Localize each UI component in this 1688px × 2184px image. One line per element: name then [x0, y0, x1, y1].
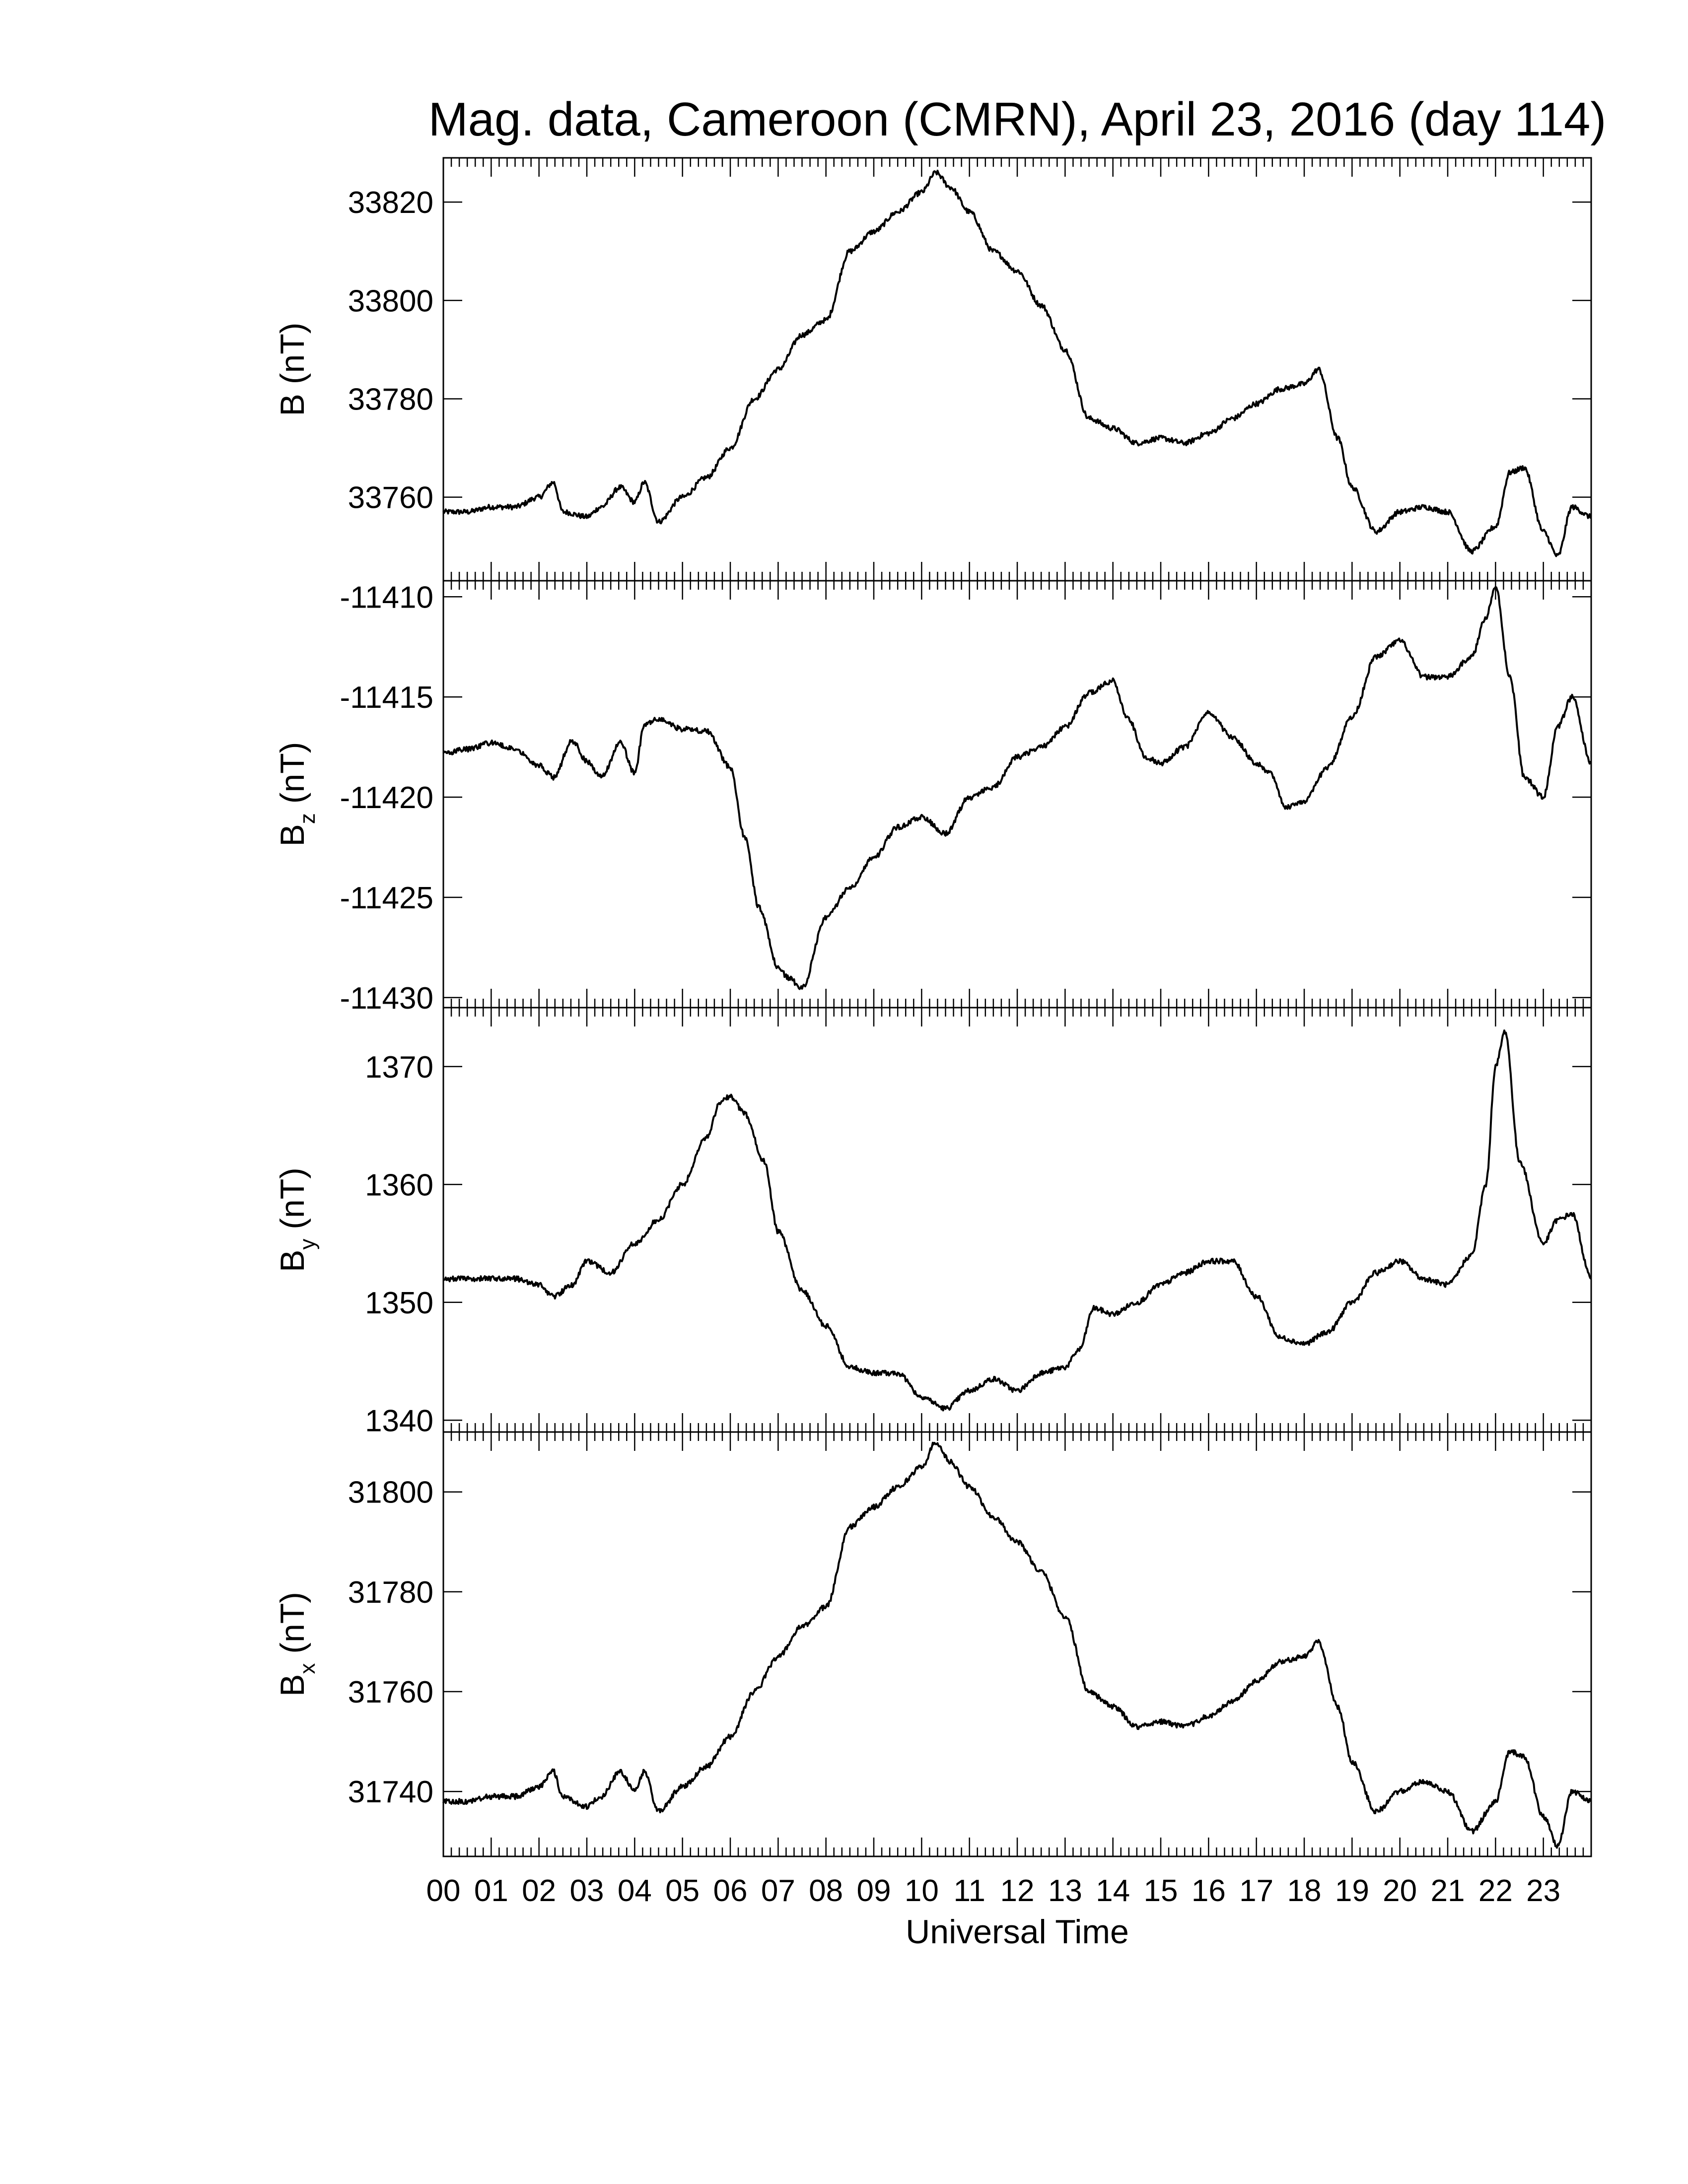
x-tick-label: 15 [1144, 1874, 1178, 1908]
y-tick-label: 33800 [348, 284, 433, 318]
x-tick-label: 11 [953, 1874, 985, 1908]
x-tick-label: 07 [761, 1874, 795, 1908]
x-axis-label: Universal Time [906, 1913, 1129, 1951]
x-tick-label: 20 [1383, 1874, 1417, 1908]
x-tick-label: 13 [1048, 1874, 1082, 1908]
panel-1: -11430 -11425 -11420 -11415 -11410 Bz (nT) [274, 580, 1592, 1016]
x-tick-label: 09 [857, 1874, 891, 1908]
x-tick-label: 08 [809, 1874, 843, 1908]
x-tick-label: 03 [570, 1874, 604, 1908]
x-tick-label: 01 [474, 1874, 508, 1908]
y-tick-label: -11420 [340, 781, 433, 815]
x-tick-label: 05 [665, 1874, 700, 1908]
series-line-2 [443, 1029, 1592, 1412]
x-tick-label: 10 [905, 1874, 939, 1908]
series-line-0 [442, 169, 1592, 557]
y-tick-label: -11425 [340, 881, 433, 915]
y-axis-label: Bz (nT) [274, 742, 320, 847]
x-tick-label: 16 [1192, 1874, 1226, 1908]
x-tick-label: 00 [426, 1874, 461, 1908]
y-tick-label: 33820 [348, 186, 433, 220]
y-axis-label: By (nT) [274, 1167, 320, 1272]
x-tick-label: 18 [1287, 1874, 1322, 1908]
y-tick-label: 31740 [348, 1775, 433, 1809]
series-line-3 [442, 1441, 1592, 1849]
y-tick-label: 1340 [365, 1404, 433, 1438]
y-tick-label: -11430 [340, 981, 433, 1016]
x-axis-tick-labels: 00 01 02 03 04 05 06 07 08 09 10 11 12 13 14 15 16 17 18 19… [426, 1874, 1561, 1908]
y-tick-label: 33780 [348, 382, 433, 416]
y-tick-label: 1360 [365, 1168, 433, 1202]
y-tick-label: 31780 [348, 1575, 433, 1610]
y-tick-label: 1370 [365, 1050, 433, 1085]
y-tick-label: -11410 [340, 580, 433, 614]
figure-title: Mag. data, Cameroon (CMRN), April 23, 20… [428, 93, 1607, 146]
panel-3: 31740 31760 31780 31800 Bx (nT) [274, 1431, 1592, 1857]
y-tick-label: 33760 [348, 481, 433, 515]
x-tick-label: 14 [1096, 1874, 1130, 1908]
x-tick-label: 21 [1431, 1874, 1465, 1908]
x-tick-label: 22 [1478, 1874, 1513, 1908]
x-tick-label: 12 [1000, 1874, 1035, 1908]
series-line-1 [442, 586, 1592, 990]
x-tick-label: 04 [618, 1874, 652, 1908]
y-tick-label: 1350 [365, 1286, 433, 1320]
x-tick-label: 19 [1335, 1874, 1369, 1908]
x-tick-label: 06 [713, 1874, 748, 1908]
x-tick-label: 17 [1239, 1874, 1273, 1908]
y-axis-label: Bx (nT) [274, 1592, 320, 1697]
y-axis-label: B (nT) [274, 323, 311, 416]
y-tick-label: 31760 [348, 1675, 433, 1709]
panel-2: 1340 1350 1360 1370 By (nT) [274, 1007, 1592, 1438]
y-tick-label: 31800 [348, 1476, 433, 1510]
x-tick-label: 23 [1526, 1874, 1560, 1908]
y-tick-label: -11415 [340, 681, 433, 715]
x-tick-label: 02 [522, 1874, 556, 1908]
panel-0: 33760 33780 33800 33820 B (nT) [274, 157, 1592, 582]
